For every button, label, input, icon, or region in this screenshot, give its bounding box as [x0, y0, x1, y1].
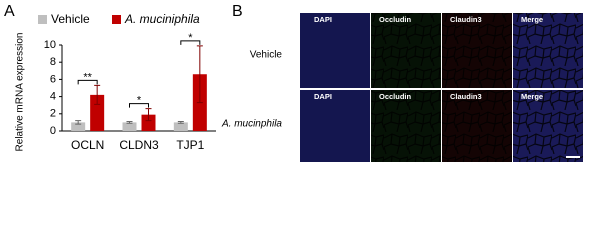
panel-label: B: [232, 3, 243, 20]
panel-label: A: [4, 3, 15, 20]
cell-borders: [442, 13, 512, 88]
row-label: A. mucinphila: [221, 119, 282, 130]
bar: [141, 114, 156, 131]
error-bar: [196, 45, 203, 104]
y-tick-label: 4: [50, 91, 56, 103]
micrograph: [300, 90, 370, 162]
micrographs: Vehicle DAPI Occludin Claudin3 Merge A. mucin…: [221, 13, 583, 162]
y-tick-label: 0: [50, 125, 56, 137]
legend-swatch: [112, 15, 121, 24]
x-tick-label: TJP1: [176, 138, 204, 152]
bar-chart: 0 2 4 6 8 10 Relative mRNA expression Vehicle A.…: [15, 12, 216, 152]
channel-label: Claudin3: [450, 92, 482, 101]
channel-label: Occludin: [379, 92, 412, 101]
y-tick-label: 2: [50, 108, 56, 120]
bar: [71, 122, 86, 131]
channel-label: Merge: [521, 92, 543, 101]
significance-bracket: [129, 103, 149, 108]
legend-label: A. muciniphila: [124, 12, 200, 26]
channel-label: Occludin: [379, 15, 412, 24]
y-tick-label: 6: [50, 73, 56, 85]
error-bar: [75, 120, 82, 125]
error-bar: [145, 108, 152, 122]
micrograph: [300, 13, 370, 88]
error-bar: [177, 121, 184, 124]
y-tick-label: 8: [50, 56, 56, 68]
channel-label: DAPI: [314, 15, 332, 24]
bar: [173, 122, 188, 131]
significance-label: *: [188, 32, 193, 44]
y-axis-label: Relative mRNA expression: [15, 33, 26, 152]
figure: A B 0 2 4 6 8 10 Relative mRNA expression Vehic…: [4, 3, 583, 162]
channel-label: Claudin3: [450, 15, 482, 24]
bar: [122, 122, 137, 131]
cell-borders: [442, 90, 512, 162]
cell-borders: [513, 90, 583, 162]
row-label: Vehicle: [250, 50, 283, 61]
y-tick-label: 10: [44, 39, 56, 51]
significance-bracket: [180, 40, 201, 45]
x-tick-label: OCLN: [71, 138, 104, 152]
channel-label: Merge: [521, 15, 543, 24]
significance-label: *: [137, 95, 142, 107]
channel-label: DAPI: [314, 92, 332, 101]
bar: [90, 94, 105, 131]
legend-swatch: [38, 15, 47, 24]
error-bar: [126, 121, 133, 124]
significance-label: **: [83, 71, 92, 83]
scale-bar: [566, 156, 580, 158]
cell-borders: [513, 13, 583, 88]
significance-bracket: [77, 79, 98, 85]
cell-borders: [371, 13, 441, 88]
error-bar: [94, 84, 101, 105]
cell-borders: [371, 90, 441, 162]
x-tick-label: CLDN3: [119, 138, 159, 152]
legend-label: Vehicle: [51, 12, 90, 26]
